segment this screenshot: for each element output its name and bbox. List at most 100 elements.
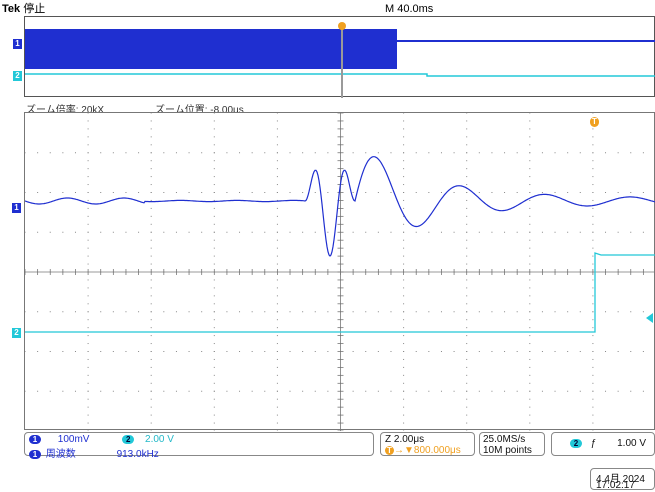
grid-dot <box>213 295 215 297</box>
ch1-marker[interactable]: 1 <box>12 203 21 213</box>
grid-dot <box>592 303 594 305</box>
grid-dot <box>87 207 89 209</box>
grid-dot <box>87 406 89 408</box>
grid-dot <box>403 120 405 122</box>
grid-dot <box>276 343 278 345</box>
grid-dot <box>150 144 152 146</box>
grid-dot <box>226 311 228 313</box>
grid-dot <box>150 343 152 345</box>
grid-dot <box>592 422 594 424</box>
grid-dot <box>276 295 278 297</box>
grid-dot <box>529 422 531 424</box>
ch1-scale: 100mV <box>57 434 90 445</box>
zoom-graticule[interactable] <box>24 112 655 431</box>
grid-dot <box>239 152 241 154</box>
grid-dot <box>592 215 594 217</box>
grid-dot <box>213 327 215 329</box>
trigger-marker[interactable]: T <box>590 117 599 127</box>
grid-dot <box>403 351 405 352</box>
grid-dot <box>87 287 89 289</box>
grid-dot <box>554 231 556 233</box>
grid-dot <box>150 176 152 178</box>
channel-readout-box[interactable]: 1 100mV 2 2.00 V 1 周波数 913.0kHz <box>24 432 374 460</box>
timebase-readout-box[interactable]: Z 2.00μs T →▼800.000μs <box>380 432 475 456</box>
grid-dot <box>239 231 241 233</box>
grid-dot <box>138 351 140 352</box>
grid-dot <box>630 311 632 313</box>
grid-dot <box>453 192 455 193</box>
grid-dot <box>529 430 531 431</box>
grid-dot <box>403 184 405 186</box>
grid-dot <box>605 192 607 193</box>
grid-dot <box>150 358 152 360</box>
grid-dot <box>87 279 89 281</box>
grid-dot <box>289 192 291 193</box>
grid-dot <box>504 152 506 154</box>
grid-dot <box>352 152 354 154</box>
grid-dot <box>592 295 594 297</box>
grid-dot <box>605 231 607 233</box>
trigger-row: 2 ƒ 1.00 V <box>570 438 646 449</box>
grid-dot <box>87 351 89 352</box>
grid-dot <box>289 152 291 154</box>
grid-dot <box>428 311 430 313</box>
grid-dot <box>403 414 405 416</box>
grid-dot <box>163 192 165 193</box>
ch1-marker-overview[interactable]: 1 <box>13 39 22 49</box>
grid-dot <box>213 279 215 281</box>
grid-dot <box>579 192 581 193</box>
grid-dot <box>125 231 127 233</box>
ch2-marker-overview[interactable]: 2 <box>13 71 22 81</box>
grid-dot <box>87 311 89 313</box>
grid-dot <box>25 390 26 392</box>
grid-dot <box>163 351 165 352</box>
grid-dot <box>403 207 405 209</box>
grid-dot <box>403 390 405 392</box>
grid-dot <box>466 128 468 130</box>
frequency-label: 周波数 <box>45 449 76 460</box>
grid-dot <box>276 263 278 265</box>
grid-dot <box>529 192 531 193</box>
grid-dot <box>592 279 594 281</box>
grid-dot <box>516 311 518 313</box>
trigger-level-arrow[interactable] <box>646 313 653 323</box>
grid-dot <box>175 311 177 313</box>
ch2-marker[interactable]: 2 <box>12 328 21 338</box>
grid-dot <box>213 152 215 154</box>
grid-dot <box>466 168 468 170</box>
grid-dot <box>567 390 569 392</box>
grid-dot <box>150 215 152 217</box>
grid-dot <box>403 319 405 321</box>
grid-dot <box>504 390 506 392</box>
grid-dot <box>466 287 468 289</box>
grid-dot <box>365 390 367 392</box>
acquisition-readout-box[interactable]: 25.0MS/s 10M points <box>479 432 545 456</box>
grid-dot <box>466 422 468 424</box>
grid-dot <box>466 247 468 249</box>
overview-panel[interactable] <box>24 16 655 98</box>
grid-dot <box>592 406 594 408</box>
grid-dot <box>592 152 594 154</box>
grid-dot <box>213 207 215 209</box>
measure-ch1-badge: 1 <box>29 449 41 459</box>
grid-dot <box>87 184 89 186</box>
grid-dot <box>415 311 417 313</box>
grid-dot <box>403 239 405 241</box>
trigger-readout-box[interactable]: 2 ƒ 1.00 V <box>551 432 655 456</box>
grid-dot <box>87 414 89 416</box>
grid-dot <box>352 192 354 193</box>
grid-dot <box>37 192 39 193</box>
grid-dot <box>466 263 468 265</box>
grid-dot <box>276 136 278 138</box>
grid-dot <box>592 231 594 233</box>
grid-dot <box>150 113 152 114</box>
grid-dot <box>37 351 39 352</box>
grid-dot <box>213 351 215 352</box>
grid-dot <box>554 152 556 154</box>
zoom-position: ズーム位置: -8.00μs <box>155 105 244 116</box>
grid-dot <box>264 192 266 193</box>
grid-dot <box>541 390 543 392</box>
grid-dot <box>642 231 644 233</box>
grid-dot <box>491 152 493 154</box>
grid-dot <box>213 128 215 130</box>
